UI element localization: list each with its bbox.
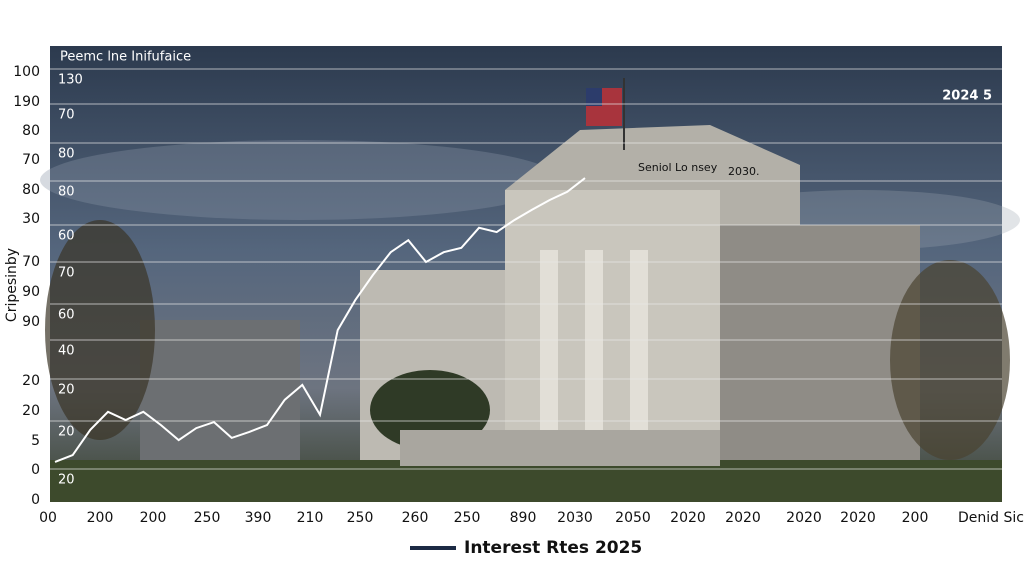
annotation: Seniol Lo nsey xyxy=(638,161,718,174)
annotation-value: 2030. xyxy=(728,165,760,178)
y-tick-label: 80 xyxy=(22,182,40,198)
y-tick-label: 5 xyxy=(31,433,40,449)
inner-tick-label: 20 xyxy=(58,383,75,398)
x-tick-label: 2020 xyxy=(725,510,761,526)
x-tick-label: 250 xyxy=(194,510,221,526)
y-tick-label: 100 xyxy=(13,64,40,80)
x-tick-label: 00 xyxy=(39,510,57,526)
legend-label: Interest Rtes 2025 xyxy=(464,538,642,558)
x-tick-label: 200 xyxy=(87,510,114,526)
y-tick-label: 30 xyxy=(22,211,40,227)
chart-title: Peemc lne Inifufaice xyxy=(60,50,191,65)
inner-tick-label: 130 xyxy=(58,73,83,88)
inner-tick-label: 80 xyxy=(58,147,75,162)
grid xyxy=(50,68,1002,470)
x-tick-label: 210 xyxy=(297,510,324,526)
y-tick-label: 0 xyxy=(31,492,40,508)
x-tick-label: 2030 xyxy=(557,510,593,526)
corner-label: 2024 5 xyxy=(942,89,992,104)
data-line xyxy=(54,177,586,463)
x-tick-label: 200 xyxy=(140,510,167,526)
y-tick-label: 190 xyxy=(13,94,40,110)
inner-tick-label: 40 xyxy=(58,344,75,359)
x-tick-label: 250 xyxy=(347,510,374,526)
x-tick-label: 2050 xyxy=(615,510,651,526)
y-tick-label: 20 xyxy=(22,373,40,389)
x-tick-label: 260 xyxy=(402,510,429,526)
y-tick-label: 20 xyxy=(22,403,40,419)
y-tick-label: 70 xyxy=(22,254,40,270)
inner-tick-label: 20 xyxy=(58,425,75,440)
inner-tick-label: 70 xyxy=(58,108,75,123)
inner-tick-label: 60 xyxy=(58,308,75,323)
inner-tick-label: 70 xyxy=(58,266,75,281)
photo-background xyxy=(40,46,1020,502)
x-tick-label: 2020 xyxy=(670,510,706,526)
x-tick-label: 200 xyxy=(902,510,929,526)
x-tick-label: 2020 xyxy=(786,510,822,526)
y-tick-label: 90 xyxy=(22,314,40,330)
y-tick-label: 0 xyxy=(31,462,40,478)
inner-tick-label: 60 xyxy=(58,229,75,244)
inner-tick-label: 80 xyxy=(58,185,75,200)
y-tick-label: 90 xyxy=(22,284,40,300)
x-tick-label: 390 xyxy=(245,510,272,526)
x-tick-label: 890 xyxy=(510,510,537,526)
inner-tick-label: 20 xyxy=(58,473,75,488)
x-tick-label: 250 xyxy=(454,510,481,526)
y-tick-label: 70 xyxy=(22,152,40,168)
x-tick-label: Denid Sicelt / 0 xyxy=(958,510,1024,526)
x-tick-label: 2020 xyxy=(840,510,876,526)
y-tick-label: 80 xyxy=(22,123,40,139)
y-axis-label: Cripesinby xyxy=(4,248,20,322)
